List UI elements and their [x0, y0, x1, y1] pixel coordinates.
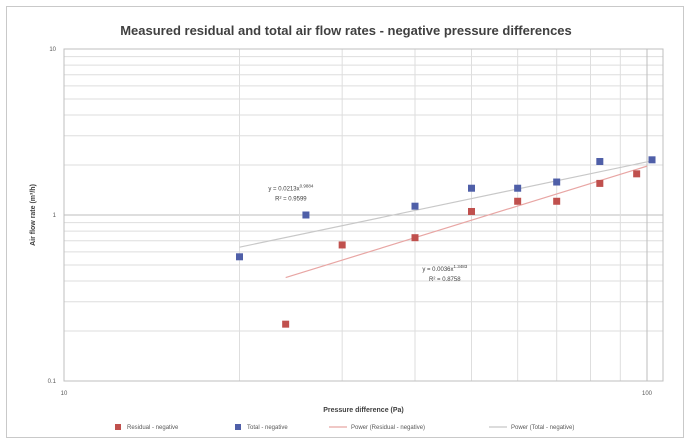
x-axis-label: Pressure difference (Pa)	[323, 407, 404, 414]
chart-area: Measured residual and total air flow rat…	[6, 6, 684, 438]
trendlines	[239, 160, 653, 279]
data-point	[553, 197, 561, 205]
data-point	[411, 234, 419, 242]
trendline	[285, 165, 648, 279]
legend-label: Power (Residual - negative)	[351, 425, 425, 431]
legend-label: Total - negative	[247, 425, 288, 431]
trendline-r-squared: R² = 0.8758	[429, 277, 461, 283]
legend-label: Residual - negative	[127, 425, 179, 431]
data-point	[467, 207, 475, 215]
data-point	[338, 241, 346, 249]
y-tick-label: 10	[49, 47, 56, 53]
data-point	[467, 184, 475, 192]
trendline	[239, 160, 653, 248]
equation-exponent: 0.9884	[300, 184, 314, 189]
trendline-equations: y = 0.0213x0.9884 R² = 0.9599 y = 0.0036x1…	[268, 184, 467, 283]
chart-title: Measured residual and total air flow rat…	[120, 23, 572, 38]
data-point	[282, 320, 290, 328]
legend: Residual - negative Total - negative Power…	[115, 424, 574, 431]
data-point	[553, 178, 561, 186]
trendline-r-squared: R² = 0.9599	[275, 197, 307, 203]
y-axis-label: Air flow rate (m³/h)	[30, 184, 37, 246]
legend-marker	[235, 424, 241, 430]
data-point	[596, 158, 604, 166]
data-point	[514, 184, 522, 192]
data-point	[236, 253, 244, 261]
data-point	[633, 170, 641, 178]
equation-exponent: 1.3483	[454, 264, 468, 269]
data-point	[302, 211, 310, 219]
tick-labels: 10 100 0.1 1 10	[48, 47, 653, 397]
y-tick-label: 1	[53, 213, 57, 219]
data-points	[236, 156, 656, 328]
data-point	[596, 179, 604, 187]
data-point	[648, 156, 656, 164]
x-tick-label: 10	[61, 391, 68, 397]
legend-label: Power (Total - negative)	[511, 425, 574, 431]
trendline-equation: y = 0.0213x0.9884	[268, 184, 313, 193]
plot-border	[63, 48, 664, 382]
x-tick-label: 100	[642, 391, 653, 397]
legend-marker	[115, 424, 121, 430]
grid	[63, 49, 663, 382]
chart: Measured residual and total air flow rat…	[30, 23, 664, 431]
data-point	[411, 202, 419, 210]
y-tick-label: 0.1	[48, 379, 57, 385]
data-point	[514, 197, 522, 205]
trendline-equation: y = 0.0036x1.3483	[422, 264, 467, 273]
